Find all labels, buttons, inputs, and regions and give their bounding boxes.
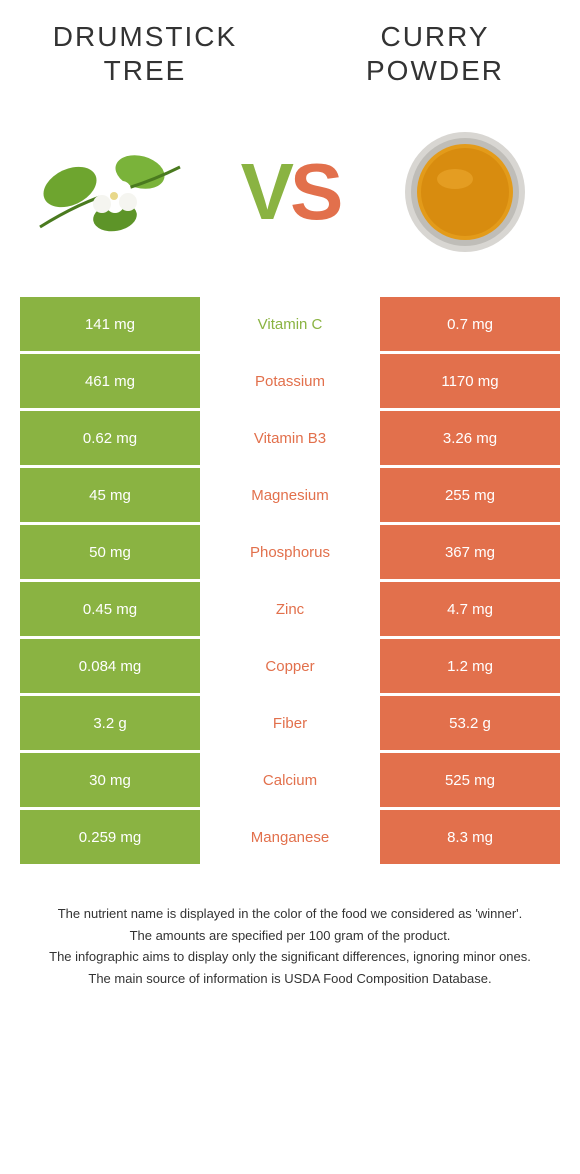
right-value: 1170 mg: [380, 354, 560, 408]
right-value: 367 mg: [380, 525, 560, 579]
table-row: 141 mgVitamin C0.7 mg: [20, 297, 560, 351]
left-value: 141 mg: [20, 297, 200, 351]
table-row: 3.2 gFiber53.2 g: [20, 696, 560, 750]
drumstick-tree-image: [30, 127, 200, 257]
table-row: 0.45 mgZinc4.7 mg: [20, 582, 560, 636]
footer-line-4: The main source of information is USDA F…: [30, 969, 550, 989]
right-value: 525 mg: [380, 753, 560, 807]
table-row: 45 mgMagnesium255 mg: [20, 468, 560, 522]
images-row: VS: [0, 97, 580, 297]
right-value: 255 mg: [380, 468, 560, 522]
nutrient-name: Vitamin C: [200, 297, 380, 351]
curry-powder-image: [380, 127, 550, 257]
left-title-block: DRUMSTICK TREE: [0, 20, 290, 87]
left-value: 45 mg: [20, 468, 200, 522]
right-value: 1.2 mg: [380, 639, 560, 693]
nutrient-name: Potassium: [200, 354, 380, 408]
left-title-line1: DRUMSTICK: [0, 20, 290, 54]
table-row: 0.62 mgVitamin B33.26 mg: [20, 411, 560, 465]
left-value: 0.084 mg: [20, 639, 200, 693]
table-row: 0.259 mgManganese8.3 mg: [20, 810, 560, 864]
right-title-line2: POWDER: [290, 54, 580, 88]
nutrient-name: Copper: [200, 639, 380, 693]
left-value: 0.45 mg: [20, 582, 200, 636]
right-title-line1: CURRY: [290, 20, 580, 54]
table-row: 30 mgCalcium525 mg: [20, 753, 560, 807]
left-value: 0.62 mg: [20, 411, 200, 465]
nutrient-name: Vitamin B3: [200, 411, 380, 465]
nutrient-name: Fiber: [200, 696, 380, 750]
footer: The nutrient name is displayed in the co…: [30, 904, 550, 988]
right-value: 53.2 g: [380, 696, 560, 750]
header: DRUMSTICK TREE CURRY POWDER: [0, 0, 580, 97]
table-row: 50 mgPhosphorus367 mg: [20, 525, 560, 579]
right-title-block: CURRY POWDER: [290, 20, 580, 87]
nutrient-name: Manganese: [200, 810, 380, 864]
left-value: 3.2 g: [20, 696, 200, 750]
table-row: 461 mgPotassium1170 mg: [20, 354, 560, 408]
left-value: 0.259 mg: [20, 810, 200, 864]
left-title-line2: TREE: [0, 54, 290, 88]
left-value: 461 mg: [20, 354, 200, 408]
bowl-icon: [400, 127, 530, 257]
comparison-table: 141 mgVitamin C0.7 mg461 mgPotassium1170…: [20, 297, 560, 864]
vs-v: V: [241, 147, 290, 236]
right-value: 3.26 mg: [380, 411, 560, 465]
left-value: 50 mg: [20, 525, 200, 579]
nutrient-name: Zinc: [200, 582, 380, 636]
table-row: 0.084 mgCopper1.2 mg: [20, 639, 560, 693]
right-value: 0.7 mg: [380, 297, 560, 351]
nutrient-name: Calcium: [200, 753, 380, 807]
left-value: 30 mg: [20, 753, 200, 807]
right-value: 8.3 mg: [380, 810, 560, 864]
vs-s: S: [290, 147, 339, 236]
right-value: 4.7 mg: [380, 582, 560, 636]
footer-line-1: The nutrient name is displayed in the co…: [30, 904, 550, 924]
nutrient-name: Magnesium: [200, 468, 380, 522]
footer-line-3: The infographic aims to display only the…: [30, 947, 550, 967]
nutrient-name: Phosphorus: [200, 525, 380, 579]
plant-icon: [30, 132, 200, 252]
footer-line-2: The amounts are specified per 100 gram o…: [30, 926, 550, 946]
vs-label: VS: [241, 146, 340, 238]
